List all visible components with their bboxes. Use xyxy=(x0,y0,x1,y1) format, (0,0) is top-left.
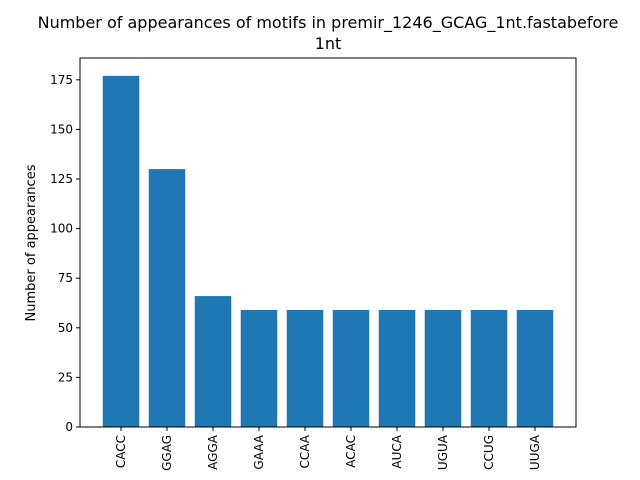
y-tick-label: 150 xyxy=(50,122,73,136)
x-axis: CACC GGAG AGGA GAAA CCAA ACAC AUCA UGUA CCUG UUGA xyxy=(114,427,542,471)
y-axis: 0 25 50 75 100 125 150 175 xyxy=(50,73,80,434)
x-tick-label: UUGA xyxy=(528,434,542,470)
y-tick-label: 25 xyxy=(58,370,73,384)
x-tick-label: CCUG xyxy=(482,435,496,470)
y-tick-label: 75 xyxy=(58,271,73,285)
bar xyxy=(470,309,508,427)
x-tick-label: AGGA xyxy=(206,434,220,470)
bar xyxy=(424,309,462,427)
chart-title-line-2: 1nt xyxy=(315,34,342,53)
y-tick-label: 100 xyxy=(50,222,73,236)
x-tick-label: CCAA xyxy=(298,434,312,468)
x-tick-label: GGAG xyxy=(160,435,174,471)
bar xyxy=(240,309,278,427)
bar xyxy=(102,75,140,428)
y-axis-label: Number of appearances xyxy=(24,164,39,321)
y-tick-label: 50 xyxy=(58,321,73,335)
x-tick-label: GAAA xyxy=(252,434,266,469)
x-tick-label: UGUA xyxy=(436,434,450,470)
bar xyxy=(286,309,324,427)
bar xyxy=(194,296,232,427)
x-tick-label: AUCA xyxy=(390,434,404,468)
bar xyxy=(378,309,416,427)
chart-title: Number of appearances of motifs in premi… xyxy=(38,13,619,33)
y-tick-label: 175 xyxy=(50,73,73,87)
y-tick-label: 0 xyxy=(65,420,73,434)
x-tick-label: CACC xyxy=(114,435,128,468)
bar xyxy=(148,169,186,427)
bar xyxy=(332,309,370,427)
y-tick-label: 125 xyxy=(50,172,73,186)
bars xyxy=(102,75,554,428)
x-tick-label: ACAC xyxy=(344,435,358,468)
plot-frame xyxy=(79,57,577,428)
bar xyxy=(516,309,554,427)
